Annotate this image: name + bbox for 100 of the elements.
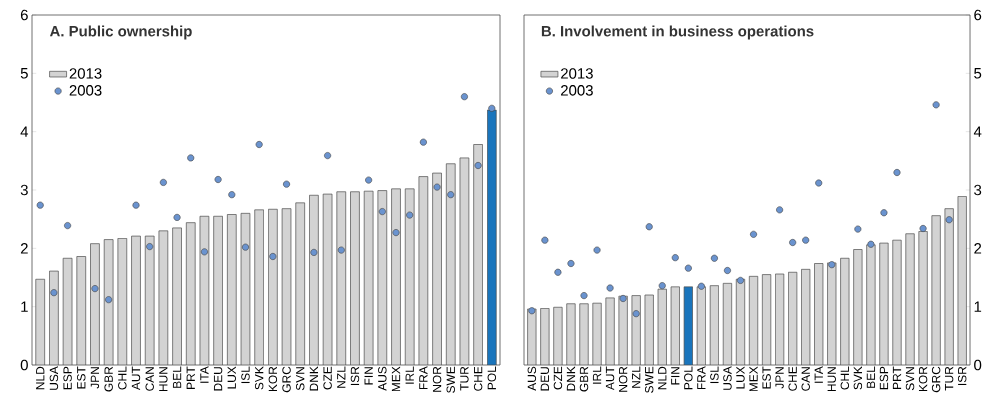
point bbox=[880, 209, 888, 217]
x-tick-label: AUT bbox=[131, 366, 141, 391]
x-tick-label: JPN bbox=[90, 367, 100, 389]
point bbox=[392, 229, 400, 237]
x-tick-label: CAN bbox=[801, 367, 810, 391]
x-tick-label: POL bbox=[684, 366, 693, 390]
x-tick-label: DEU bbox=[213, 367, 223, 391]
point bbox=[554, 268, 562, 276]
point bbox=[737, 276, 744, 284]
x-tick-label: CZE bbox=[323, 366, 332, 390]
x-tick-label: CHL bbox=[118, 366, 127, 390]
point bbox=[200, 248, 208, 256]
point bbox=[580, 292, 588, 300]
y-tick-label: 5 bbox=[974, 68, 982, 79]
point bbox=[893, 169, 901, 176]
x-tick-label: GRC bbox=[931, 366, 941, 393]
x-tick-label: HUN bbox=[827, 367, 836, 392]
point bbox=[146, 243, 154, 251]
x-tick-label: AUS bbox=[527, 366, 537, 391]
point bbox=[433, 183, 441, 191]
x-tick-label: CHE bbox=[788, 366, 797, 391]
x-tick-label: NOR bbox=[432, 366, 442, 392]
point bbox=[324, 152, 332, 160]
point bbox=[567, 260, 575, 267]
point bbox=[854, 225, 862, 233]
x-tick-label: CHL bbox=[840, 366, 850, 390]
x-tick-label: KOR bbox=[918, 366, 928, 392]
x-tick-label: TUR bbox=[944, 366, 954, 391]
x-tick-label: FRA bbox=[419, 366, 428, 390]
point bbox=[474, 162, 482, 169]
x-tick-label: GBR bbox=[104, 366, 113, 392]
x-tick-label: NZL bbox=[337, 366, 346, 388]
point bbox=[919, 225, 927, 232]
x-tick-label: ESP bbox=[879, 366, 889, 390]
y-tick-label: 0 bbox=[974, 359, 982, 371]
point bbox=[105, 296, 113, 304]
x-tick-label: FIN bbox=[671, 367, 680, 385]
point bbox=[173, 213, 181, 221]
x-tick-label: SVN bbox=[905, 367, 915, 391]
point bbox=[750, 230, 758, 238]
x-tick-label: KOR bbox=[268, 366, 278, 392]
point bbox=[214, 176, 222, 183]
y-tick-label: 0 bbox=[20, 359, 28, 371]
point bbox=[365, 176, 373, 184]
point bbox=[187, 154, 195, 162]
point bbox=[684, 264, 692, 272]
point bbox=[447, 191, 455, 199]
x-tick-label: LUX bbox=[736, 366, 745, 389]
x-tick-label: PRT bbox=[892, 366, 902, 389]
y-tick-label: 2 bbox=[974, 243, 982, 254]
x-tick-label: AUS bbox=[378, 366, 387, 391]
point bbox=[789, 239, 797, 246]
point bbox=[658, 282, 666, 290]
point bbox=[406, 211, 414, 219]
point bbox=[460, 93, 468, 101]
y-tick-label: 6 bbox=[20, 9, 28, 21]
point bbox=[828, 261, 836, 269]
text: B. Involvement in business operations bbox=[541, 25, 814, 40]
point bbox=[159, 178, 167, 186]
x-tick-label: IRL bbox=[405, 366, 414, 384]
x-tick-label: SWE bbox=[446, 366, 455, 393]
x-tick-label: GRC bbox=[282, 366, 291, 393]
y-tick-label: 3 bbox=[974, 184, 982, 196]
point bbox=[64, 222, 72, 230]
point bbox=[945, 216, 953, 224]
x-tick-label: NZL bbox=[632, 366, 641, 388]
legend-label: 2003 bbox=[69, 85, 102, 96]
point bbox=[488, 104, 496, 112]
point bbox=[528, 307, 536, 315]
point bbox=[310, 248, 318, 256]
point bbox=[645, 223, 653, 231]
x-tick-label: JPN bbox=[775, 367, 784, 389]
x-tick-label: DNK bbox=[566, 366, 576, 391]
x-tick-label: TUR bbox=[460, 366, 469, 391]
x-tick-label: DEU bbox=[540, 367, 550, 391]
x-tick-label: ISL bbox=[241, 366, 250, 384]
x-tick-label: EST bbox=[77, 366, 86, 389]
point bbox=[255, 141, 263, 148]
x-tick-label: ITA bbox=[200, 366, 209, 383]
point bbox=[337, 246, 345, 254]
x-tick-label: ISL bbox=[710, 366, 719, 384]
point bbox=[132, 201, 140, 209]
x-tick-label: AUT bbox=[605, 366, 615, 391]
text: A. Public ownership bbox=[49, 25, 192, 40]
point bbox=[802, 236, 810, 244]
point bbox=[723, 267, 731, 274]
x-tick-label: FIN bbox=[364, 367, 373, 385]
x-tick-label: CAN bbox=[145, 367, 154, 391]
x-tick-label: ISR bbox=[957, 366, 967, 386]
y-tick-label: 4 bbox=[973, 126, 982, 137]
y-tick-label: 1 bbox=[21, 301, 28, 312]
legend-label: 2013 bbox=[69, 68, 102, 79]
point bbox=[697, 282, 705, 290]
y-tick-label: 2 bbox=[20, 243, 28, 254]
point bbox=[283, 180, 291, 188]
x-tick-label: CZE bbox=[553, 366, 563, 390]
point bbox=[378, 208, 386, 216]
point bbox=[710, 254, 718, 262]
y-tick-label: 5 bbox=[20, 68, 28, 79]
x-tick-label: EST bbox=[762, 366, 771, 389]
